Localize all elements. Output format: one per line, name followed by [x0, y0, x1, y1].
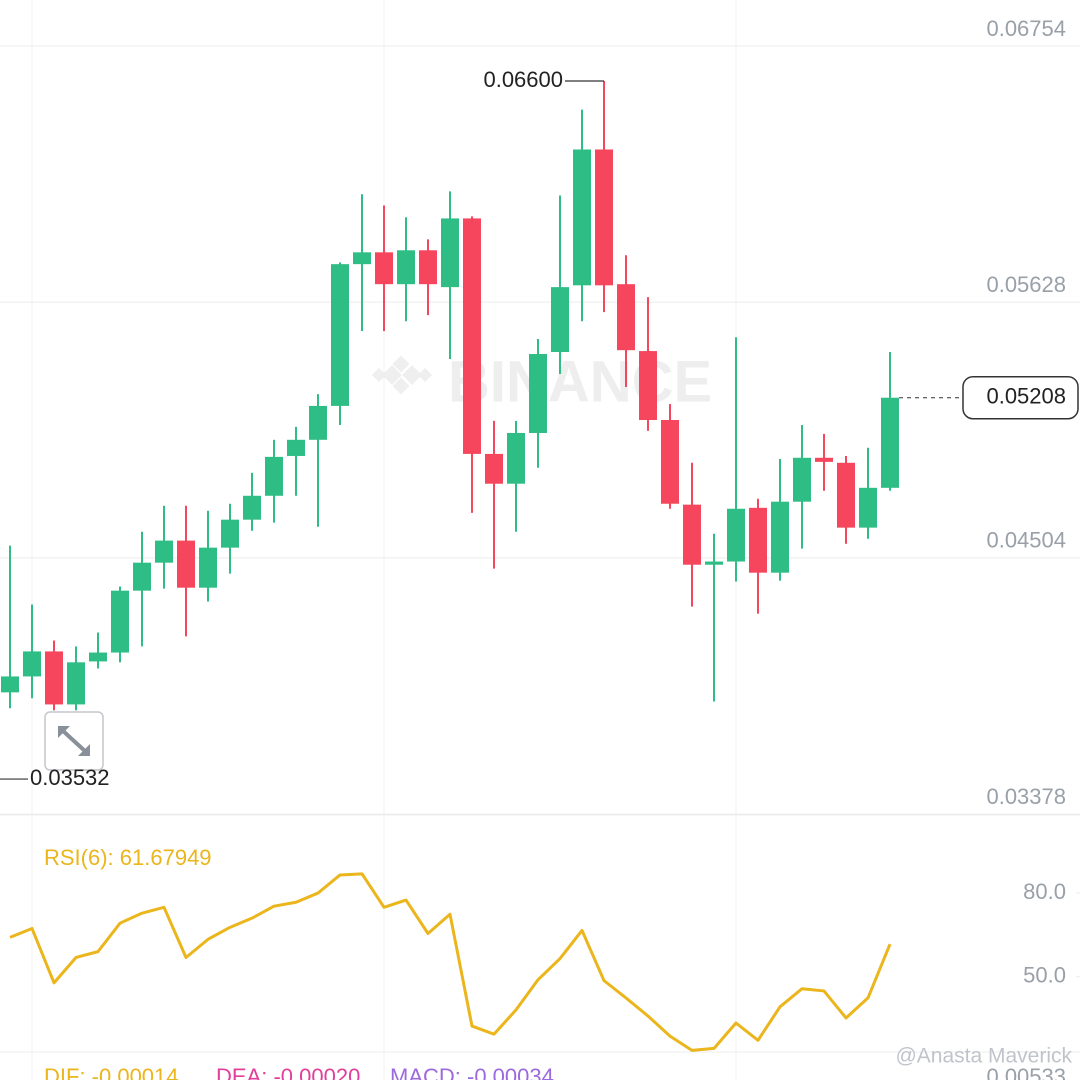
last-price-label: 0.05208 [986, 384, 1066, 409]
y-tick-label: 0.04504 [986, 528, 1066, 553]
candle-body [551, 287, 569, 352]
candle-body [595, 149, 613, 286]
candle-body [67, 662, 85, 705]
candle-body [859, 487, 877, 528]
candle-body [507, 432, 525, 484]
candle-body [199, 547, 217, 588]
high-label: 0.06600 [483, 67, 563, 92]
candle-body [639, 351, 657, 421]
candle-body [111, 590, 129, 653]
rsi-line [9, 872, 892, 1052]
candle-body [771, 501, 789, 573]
low-label: 0.03532 [30, 765, 110, 790]
y-tick-label: 0.05628 [986, 272, 1066, 297]
candle-body [793, 457, 811, 502]
expand-button[interactable] [44, 711, 104, 771]
candle-body [221, 519, 239, 548]
indicator-title: RSI(6): 61.67949 [44, 845, 212, 870]
candle-body [815, 457, 833, 462]
candle-body [243, 495, 261, 520]
candle-body [397, 250, 415, 285]
candle-body [287, 439, 305, 456]
candle-body [23, 651, 41, 677]
candle-body [881, 397, 899, 488]
candle-body [89, 652, 107, 662]
candle-body [265, 456, 283, 496]
candle-body [837, 462, 855, 528]
candle-body [177, 540, 195, 588]
candle-body [1, 676, 19, 693]
candle-body [133, 562, 151, 591]
last-price-box [962, 375, 1079, 420]
macd-dif: DIF: -0.00014 [44, 1064, 179, 1080]
candle-body [727, 508, 745, 562]
candle-body [705, 561, 723, 565]
candle-body [375, 252, 393, 285]
macd-dea: DEA: -0.00020 [216, 1064, 360, 1080]
candle-body [463, 218, 481, 454]
watermark: BINANCE [448, 349, 712, 414]
credit: @Anasta Maverick [895, 1045, 1072, 1068]
candle-body [749, 507, 767, 573]
candle-body [419, 250, 437, 285]
candle-body [309, 405, 327, 440]
candle-body [45, 651, 63, 705]
macd-value: MACD: -0.00034 [390, 1064, 554, 1080]
y-tick-label: 80.0 [1023, 879, 1066, 904]
y-tick-label: 0.03378 [986, 784, 1066, 809]
candle-body [573, 149, 591, 286]
watermark-logo [371, 355, 433, 395]
candle-body [331, 264, 349, 406]
y-tick-label: 50.0 [1023, 963, 1066, 988]
candle-body [353, 252, 371, 265]
macd-axis-label: 0.00533 [986, 1064, 1066, 1080]
candle-body [661, 420, 679, 504]
y-tick-label: 0.06754 [986, 16, 1066, 41]
candle-body [617, 284, 635, 351]
candle-body [683, 504, 701, 565]
candle-body [529, 354, 547, 433]
candle-body [441, 218, 459, 288]
candle-body [485, 453, 503, 484]
candle-body [155, 540, 173, 563]
